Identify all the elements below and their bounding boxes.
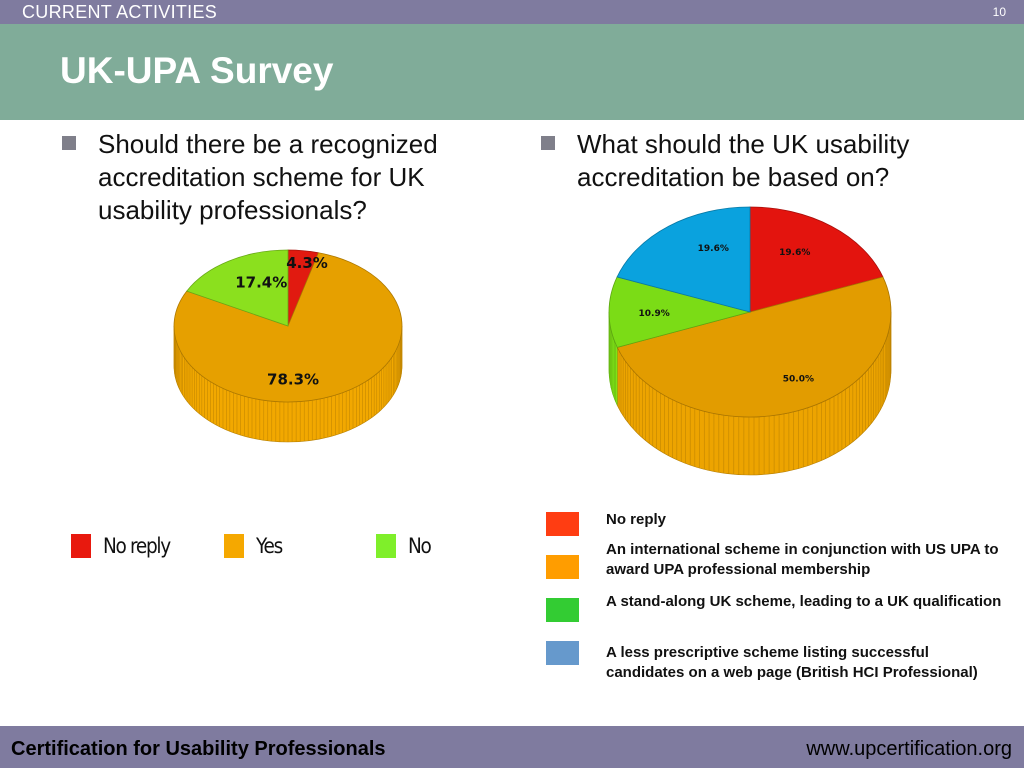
question-left-text: Should there be a recognized accreditati… [98, 129, 438, 225]
bullet-square-icon [62, 136, 76, 150]
question-left: Should there be a recognized accreditati… [62, 128, 498, 227]
footer-bar: Certification for Usability Professional… [0, 726, 1024, 768]
footer-title: Certification for Usability Professional… [11, 738, 386, 760]
pie-slice [749, 206, 884, 313]
legend-label-no-reply: No reply [606, 511, 667, 528]
legend-label-international-scheme: An international scheme in conjunction w… [606, 541, 999, 578]
legend-label-web-listing: A less prescriptive scheme listing succe… [606, 644, 978, 681]
legend-label-uk-scheme: A stand-along UK scheme, leading to a UK… [606, 593, 1002, 610]
pie-chart-left: 4.3% 78.3% 17.4% [173, 249, 403, 443]
legend-swatch [546, 512, 579, 536]
legend-label: Yes [256, 534, 283, 558]
pie-data-label: 78.3% [267, 370, 319, 388]
legend-label: No reply [103, 534, 171, 558]
legend-swatch [546, 555, 579, 579]
pie-data-label: 19.6% [779, 248, 810, 258]
legend-swatch [224, 534, 244, 558]
question-right-text: What should the UK usability accreditati… [577, 129, 910, 192]
slide-title: UK-UPA Survey [60, 50, 334, 91]
pie-chart-right: 19.6% 50.0% 10.9% 19.6% [608, 206, 892, 476]
legend-swatch [546, 598, 579, 622]
legend-swatch [376, 534, 396, 558]
page-number: 10 [992, 5, 1006, 19]
question-right: What should the UK usability accreditati… [541, 128, 997, 194]
legend-label: No [408, 534, 432, 558]
pie-slice [608, 276, 752, 348]
legend-swatch [71, 534, 91, 558]
title-bar: UK-UPA Survey [0, 24, 1024, 120]
pie-data-label: 17.4% [235, 274, 287, 292]
pie-slice [186, 249, 289, 327]
section-label: CURRENT ACTIVITIES [22, 2, 218, 22]
legend-swatch [546, 641, 579, 665]
pie-data-label: 4.3% [286, 254, 328, 272]
pie-slice [616, 206, 751, 313]
bullet-square-icon [541, 136, 555, 150]
pie-slice [616, 276, 892, 418]
pie-slice [173, 252, 403, 403]
top-bar: CURRENT ACTIVITIES 10 [0, 0, 1024, 24]
pie-data-label: 10.9% [639, 309, 670, 319]
pie-data-label: 19.6% [698, 244, 729, 254]
pie-data-label: 50.0% [783, 374, 814, 384]
footer-url-link[interactable]: www.upcertification.org [806, 738, 1012, 760]
